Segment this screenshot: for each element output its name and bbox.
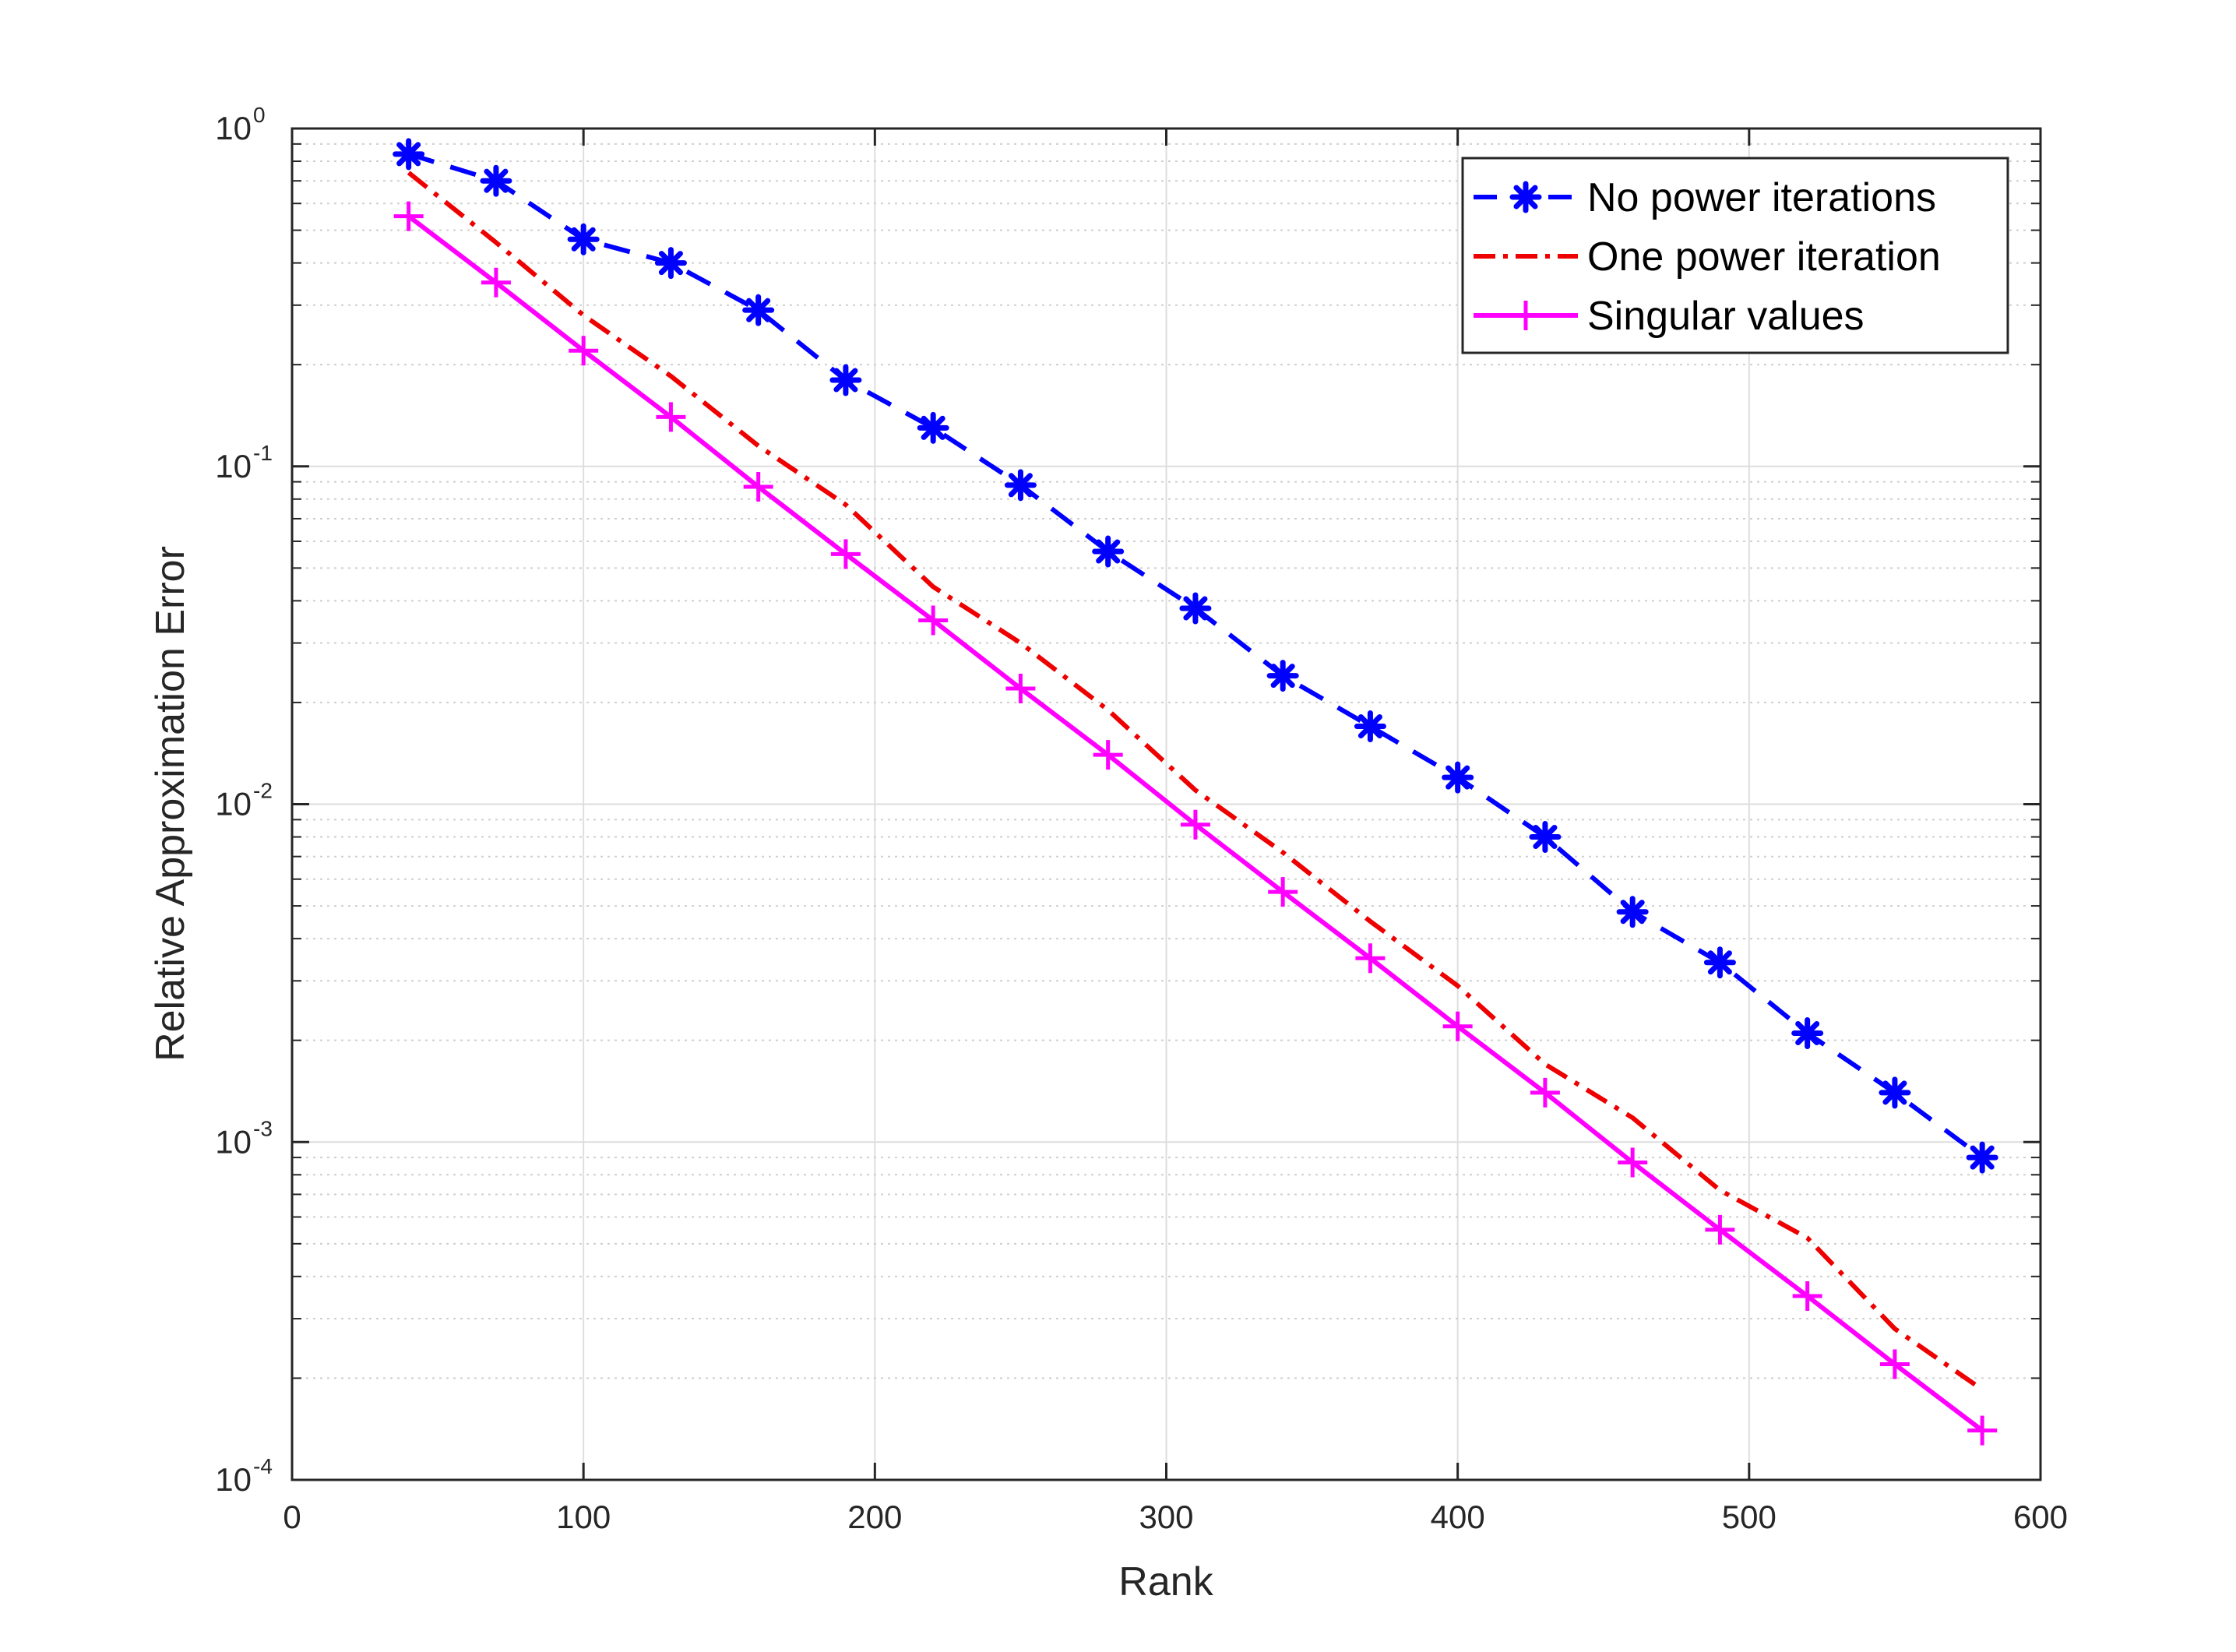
- data-point-asterisk: [1092, 535, 1125, 568]
- y-tick-label: 10: [215, 1461, 252, 1498]
- legend-item: No power iterations: [1474, 175, 1936, 220]
- data-point-asterisk: [829, 364, 862, 396]
- data-point-plus: [1005, 673, 1036, 703]
- data-point-plus: [569, 336, 599, 366]
- data-point-plus: [1511, 301, 1541, 330]
- series-layer: [393, 138, 1998, 1446]
- legend-box: [1461, 157, 2009, 354]
- legend-label: One power iteration: [1587, 234, 1941, 280]
- data-point-plus: [1792, 1281, 1822, 1312]
- y-tick-exponent: -3: [253, 1116, 273, 1140]
- data-point-asterisk: [1266, 660, 1299, 692]
- data-point-plus: [1530, 1077, 1560, 1108]
- y-tick-label: 10: [215, 786, 252, 822]
- data-point-asterisk: [917, 411, 949, 444]
- data-point-asterisk: [1354, 710, 1386, 743]
- data-point-asterisk: [1004, 469, 1037, 502]
- legend-item: One power iteration: [1474, 234, 1941, 280]
- data-point-asterisk: [742, 294, 775, 326]
- legend-item: Singular values: [1474, 294, 1865, 339]
- data-point-asterisk: [1616, 896, 1649, 928]
- data-point-plus: [1705, 1214, 1735, 1245]
- data-point-plus: [481, 267, 511, 298]
- series-line: [407, 171, 1984, 1392]
- data-point-plus: [656, 402, 686, 432]
- data-point-asterisk: [393, 138, 425, 171]
- data-point-plus: [1093, 740, 1123, 770]
- x-tick-label: 100: [556, 1499, 611, 1535]
- data-point-plus: [393, 201, 424, 231]
- x-tick-label: 600: [2013, 1499, 2068, 1535]
- x-tick-label: 0: [283, 1499, 301, 1535]
- data-point-plus: [743, 471, 773, 502]
- data-point-plus: [918, 605, 949, 636]
- data-point-asterisk: [480, 164, 512, 197]
- data-point-asterisk: [1179, 592, 1212, 625]
- data-point-asterisk: [654, 247, 687, 280]
- y-tick-label: 10: [215, 448, 252, 484]
- series-0: [393, 138, 1998, 1174]
- y-tick-exponent: -4: [253, 1454, 273, 1478]
- x-tick-label: 200: [847, 1499, 902, 1535]
- data-point-asterisk: [1703, 946, 1736, 979]
- data-point-plus: [1967, 1415, 1998, 1446]
- legend-label: No power iterations: [1587, 175, 1936, 220]
- x-tick-label: 400: [1431, 1499, 1485, 1535]
- data-point-asterisk: [1879, 1076, 1911, 1109]
- y-tick-exponent: -1: [253, 441, 273, 465]
- x-tick-labels: 0 100 200 300 400 500 600: [283, 1499, 2068, 1535]
- data-point-plus: [1268, 877, 1298, 907]
- data-point-asterisk: [1791, 1016, 1824, 1049]
- data-point-asterisk: [1509, 181, 1542, 213]
- x-tick-label: 500: [1722, 1499, 1776, 1535]
- data-point-asterisk: [1442, 761, 1474, 794]
- y-tick-exponent: -2: [253, 779, 273, 803]
- legend-label: Singular values: [1587, 294, 1865, 339]
- data-point-asterisk: [1966, 1141, 1998, 1174]
- series-2: [393, 201, 1998, 1446]
- x-axis-label: Rank: [1118, 1559, 1213, 1604]
- legend: No power iterations One power iteration Si…: [1461, 157, 2009, 354]
- y-tick-label: 10: [215, 110, 252, 146]
- y-tick-exponent: 0: [253, 103, 266, 127]
- axis-ticks: [291, 127, 2042, 1481]
- data-point-plus: [1618, 1147, 1648, 1178]
- data-point-plus: [1355, 943, 1386, 974]
- series-1: [407, 171, 1984, 1392]
- plot-frame: [291, 127, 2042, 1481]
- data-point-plus: [1879, 1349, 1910, 1379]
- x-tick-label: 300: [1139, 1499, 1193, 1535]
- data-point-plus: [830, 539, 861, 569]
- data-point-plus: [1442, 1011, 1473, 1041]
- data-point-asterisk: [1529, 821, 1562, 854]
- data-point-asterisk: [567, 223, 600, 255]
- data-point-plus: [1180, 809, 1210, 840]
- y-tick-label: 10: [215, 1123, 252, 1160]
- y-axis-label: Relative Approximation Error: [148, 546, 193, 1062]
